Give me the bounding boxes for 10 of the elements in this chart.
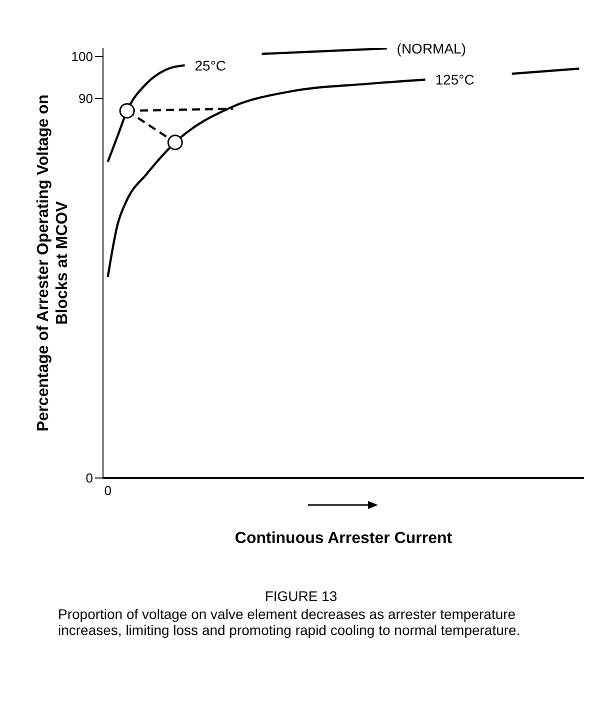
text: Proportion of voltage on valve element decreases as arrester temperature increases, limiting loss and promoting rapid cooling to normal temperature. — [57, 605, 522, 638]
x-axis-title: Continuous Arrester Current — [234, 530, 453, 547]
y-axis-title: Percentage of Arrester Operating Voltage on Blocks at MCOV — [35, 94, 71, 432]
y-tick-label: 0 — [86, 470, 93, 486]
series-label: 25°C — [194, 57, 226, 74]
y-tick-label: 100 — [71, 49, 93, 64]
y-tick-label: 90 — [78, 91, 93, 106]
series-label: (NORMAL) — [396, 40, 466, 56]
series-label: 125°C — [435, 72, 474, 88]
text: FIGURE 13 — [264, 588, 338, 604]
